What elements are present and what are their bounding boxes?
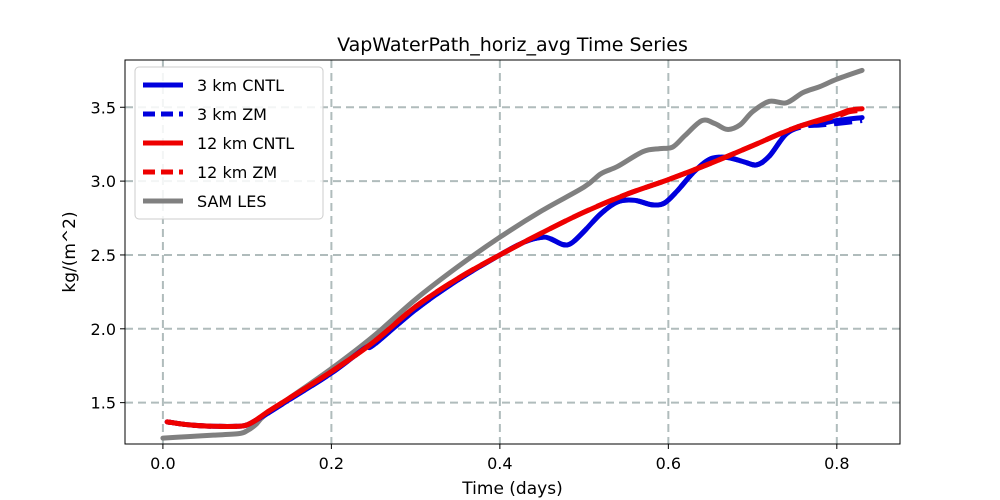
legend-label: 12 km ZM [197, 163, 277, 182]
y-tick-label: 2.0 [91, 320, 116, 339]
x-axis-label: Time (days) [461, 479, 562, 499]
x-tick-label: 0.6 [656, 454, 681, 473]
y-tick-label: 1.5 [91, 394, 116, 413]
x-tick-label: 0.0 [150, 454, 175, 473]
legend-box [134, 66, 324, 220]
y-tick-label: 2.5 [91, 246, 116, 265]
series-line-sam-les [160, 67, 865, 441]
legend-label: 12 km CNTL [197, 134, 294, 153]
legend-label: SAM LES [197, 192, 266, 211]
series-line-12-km-zm [166, 107, 863, 429]
legend: 3 km CNTL 3 km ZM 12 km CNTL 12 km ZM SAM LE… [134, 66, 324, 220]
legend-label: 3 km CNTL [197, 76, 284, 95]
legend-label: 3 km ZM [197, 105, 267, 124]
y-tick-label: 3.5 [91, 98, 116, 117]
x-tick-label: 0.2 [319, 454, 344, 473]
plot-frame [124, 59, 901, 445]
x-tick-label: 0.4 [487, 454, 512, 473]
chart-title: VapWaterPath_horiz_avg Time Series [337, 34, 688, 56]
axis-ticks: 0.0 0.2 0.4 0.6 0.8 1.5 2.0 2.5 3.0 3.5 [91, 98, 850, 473]
y-tick-label: 3.0 [91, 172, 116, 191]
series-lines [160, 67, 865, 441]
x-tick-label: 0.8 [824, 454, 849, 473]
y-axis-label: kg/(m^2) [60, 211, 80, 292]
grid [125, 60, 900, 444]
